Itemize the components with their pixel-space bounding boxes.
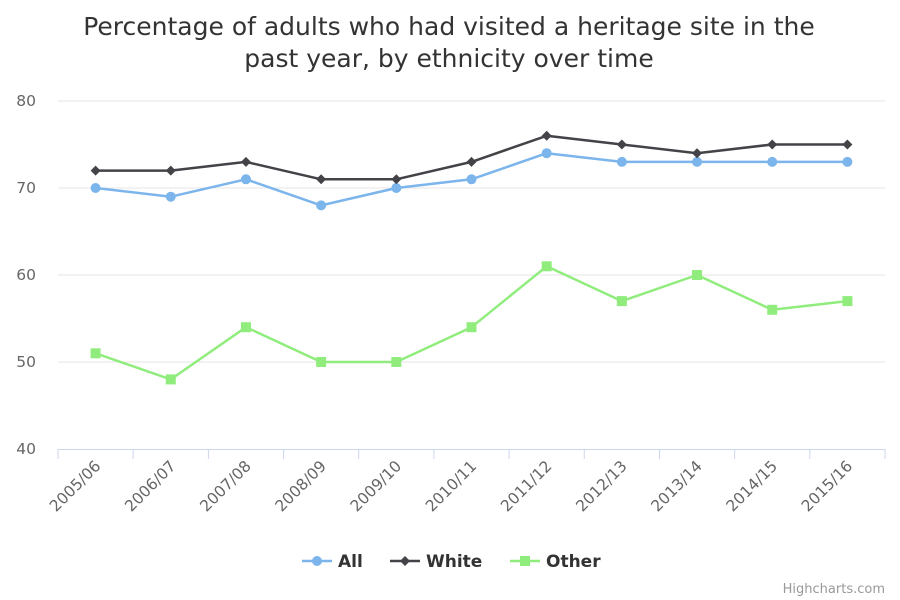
legend-label-white: White bbox=[426, 552, 482, 572]
data-point-other[interactable] bbox=[767, 304, 778, 315]
data-point-white[interactable] bbox=[692, 148, 703, 159]
data-point-other[interactable] bbox=[466, 322, 477, 333]
data-point-white[interactable] bbox=[165, 165, 176, 176]
credits-link[interactable]: Highcharts.com bbox=[783, 582, 885, 597]
data-point-white[interactable] bbox=[466, 156, 477, 167]
y-tick-label: 50 bbox=[16, 353, 36, 371]
y-axis-labels: 40 50 60 70 80 bbox=[16, 92, 36, 458]
plot-series bbox=[90, 130, 853, 385]
legend-marker-white[interactable] bbox=[400, 556, 410, 566]
data-point-all[interactable] bbox=[391, 183, 402, 193]
legend-marker-other[interactable] bbox=[520, 556, 530, 566]
data-point-white[interactable] bbox=[616, 139, 627, 150]
data-point-white[interactable] bbox=[541, 130, 552, 141]
series-white bbox=[90, 130, 853, 185]
data-point-white[interactable] bbox=[842, 139, 853, 150]
series-other bbox=[90, 261, 853, 385]
data-point-all[interactable] bbox=[90, 183, 101, 193]
data-point-all[interactable] bbox=[466, 174, 477, 185]
data-point-other[interactable] bbox=[165, 374, 176, 385]
data-point-other[interactable] bbox=[391, 357, 402, 367]
legend-marker-all[interactable] bbox=[312, 556, 322, 566]
legend-item-white[interactable]: White bbox=[390, 552, 482, 572]
data-point-white[interactable] bbox=[316, 174, 327, 185]
data-point-all[interactable] bbox=[842, 156, 853, 167]
data-point-all[interactable] bbox=[316, 200, 327, 211]
data-point-all[interactable] bbox=[541, 148, 552, 159]
data-point-other[interactable] bbox=[616, 296, 627, 307]
legend-item-other[interactable]: Other bbox=[510, 552, 601, 572]
data-point-all[interactable] bbox=[616, 156, 627, 167]
data-point-white[interactable] bbox=[240, 156, 251, 167]
data-point-other[interactable] bbox=[90, 348, 101, 359]
series-all bbox=[90, 148, 853, 211]
y-tick-label: 70 bbox=[16, 179, 36, 197]
data-point-all[interactable] bbox=[692, 156, 703, 167]
y-tick-label: 40 bbox=[16, 440, 36, 458]
legend-label-all: All bbox=[338, 552, 363, 572]
data-point-other[interactable] bbox=[541, 261, 552, 272]
legend: All White Other bbox=[302, 552, 601, 572]
data-point-white[interactable] bbox=[90, 165, 101, 176]
legend-item-all[interactable]: All bbox=[302, 552, 363, 572]
data-point-other[interactable] bbox=[316, 357, 327, 367]
chart-title-line-1: Percentage of adults who had visited a h… bbox=[83, 12, 815, 41]
data-point-other[interactable] bbox=[240, 322, 251, 333]
data-point-white[interactable] bbox=[767, 139, 778, 150]
y-tick-label: 80 bbox=[16, 92, 36, 110]
data-point-white[interactable] bbox=[391, 174, 402, 185]
data-point-all[interactable] bbox=[767, 156, 778, 167]
data-point-other[interactable] bbox=[842, 296, 853, 307]
legend-label-other: Other bbox=[546, 552, 601, 572]
data-point-all[interactable] bbox=[165, 191, 176, 202]
data-point-all[interactable] bbox=[240, 174, 251, 185]
data-point-other[interactable] bbox=[692, 270, 703, 280]
y-tick-label: 60 bbox=[16, 266, 36, 284]
chart-title-line-2: past year, by ethnicity over time bbox=[244, 44, 653, 73]
